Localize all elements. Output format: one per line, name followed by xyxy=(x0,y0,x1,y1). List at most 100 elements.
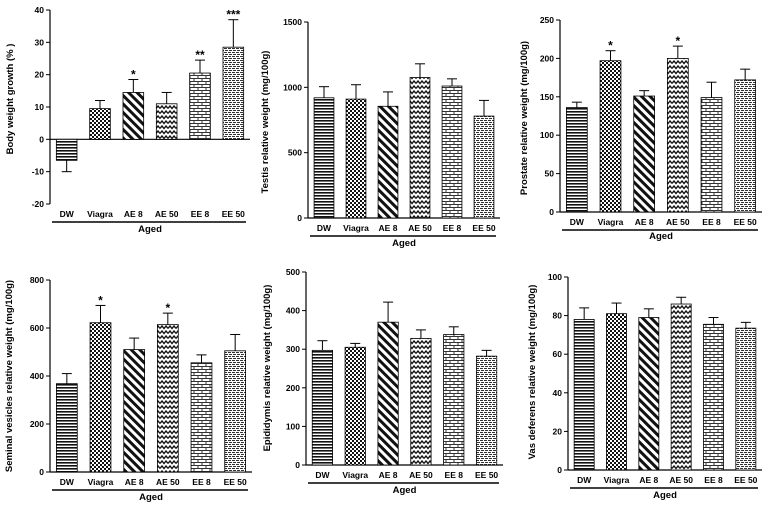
bar xyxy=(666,58,689,213)
bar xyxy=(599,60,622,213)
x-tick-label: AE 8 xyxy=(379,223,398,233)
x-tick-label: EE 8 xyxy=(704,475,723,485)
y-tick-label: 0 xyxy=(549,207,554,217)
y-tick-label: 0 xyxy=(295,460,300,470)
y-tick-label: 40 xyxy=(553,388,563,398)
bar xyxy=(735,327,757,471)
x-tick-label: EE 8 xyxy=(192,477,211,487)
bar xyxy=(633,95,656,213)
y-tick-label: 1000 xyxy=(283,82,302,92)
chart-panel: 0 20 40 60 80 100 DW Viagra AE 8 AE 50 EE 8 EE 50 Ag… xyxy=(527,272,762,501)
y-tick-label: 1500 xyxy=(283,17,302,27)
x-tick-label: Viagra xyxy=(604,475,630,485)
x-tick-label: Viagra xyxy=(343,223,369,233)
x-tick-label: EE 50 xyxy=(224,477,247,487)
bar xyxy=(734,79,757,213)
x-tick-label: AE 8 xyxy=(125,477,144,487)
x-tick-label: EE 8 xyxy=(443,223,462,233)
bar xyxy=(122,92,145,140)
x-tick-label: EE 8 xyxy=(445,470,464,480)
y-tick-label: 100 xyxy=(548,272,562,282)
y-tick-label: 150 xyxy=(540,92,554,102)
x-tick-label: DW xyxy=(570,217,585,227)
y-tick-label: 20 xyxy=(553,426,563,436)
bar xyxy=(670,303,692,471)
x-tick-label: AE 8 xyxy=(379,470,398,480)
bar xyxy=(441,85,463,219)
x-tick-label: AE 8 xyxy=(639,475,658,485)
x-tick-label: EE 50 xyxy=(734,217,757,227)
y-tick-label: 250 xyxy=(540,15,554,25)
bar xyxy=(476,355,498,466)
bar xyxy=(156,324,179,473)
bar xyxy=(473,115,495,219)
y-tick-label: 50 xyxy=(545,169,555,179)
y-tick-label: 600 xyxy=(30,323,44,333)
x-tick-label: AE 50 xyxy=(408,223,432,233)
y-axis-title: Epididymis relative weight (mg/100g) xyxy=(262,285,273,452)
y-tick-label: -10 xyxy=(32,167,45,177)
bar xyxy=(190,362,213,473)
bar xyxy=(55,138,78,161)
x-tick-label: DW xyxy=(315,470,330,480)
bar xyxy=(377,105,399,219)
x-tick-label: AE 50 xyxy=(409,470,433,480)
x-tick-label: EE 50 xyxy=(734,475,757,485)
bar xyxy=(409,77,431,219)
y-tick-label: 300 xyxy=(286,344,300,354)
chart-panel: 0 500 1000 1500 DW Viagra AE 8 AE 50 EE 8 EE 50 Ag… xyxy=(260,17,500,249)
significance-marker: * xyxy=(98,293,103,307)
x-tick-label: DW xyxy=(317,223,332,233)
group-label: Aged xyxy=(649,231,673,242)
bar xyxy=(565,107,588,213)
y-tick-label: 400 xyxy=(30,371,44,381)
significance-marker: *** xyxy=(226,8,240,22)
bar xyxy=(573,319,595,471)
chart-panel: 0 100 200 300 400 500 DW Viagra AE 8 AE 50 EE 8 EE … xyxy=(262,267,503,496)
x-tick-label: DW xyxy=(577,475,592,485)
y-tick-label: 0 xyxy=(297,213,302,223)
x-tick-label: EE 50 xyxy=(472,223,495,233)
significance-marker: * xyxy=(608,39,613,53)
x-tick-label: EE 8 xyxy=(191,209,210,219)
bar xyxy=(700,97,723,213)
chart-panel: -20 -10 0 10 20 30 40 DW Viagra * AE 8 AE 50 ** EE 8 *… xyxy=(5,5,250,235)
x-tick-label: Viagra xyxy=(342,470,368,480)
chart-panel: 0 50 100 150 200 250 DW * Viagra AE 8 * AE 50 EE 8 EE… xyxy=(519,15,762,242)
bar xyxy=(638,317,660,471)
bar xyxy=(311,349,333,466)
x-tick-label: EE 50 xyxy=(475,470,498,480)
bar xyxy=(155,103,178,140)
y-tick-label: 800 xyxy=(30,275,44,285)
group-label: Aged xyxy=(139,492,163,503)
x-tick-label: Viagra xyxy=(87,209,113,219)
bar xyxy=(410,337,432,466)
x-tick-label: EE 50 xyxy=(222,209,245,219)
y-tick-label: 100 xyxy=(540,130,554,140)
bar xyxy=(89,108,111,140)
y-tick-label: 500 xyxy=(288,148,302,158)
bar xyxy=(222,46,245,140)
group-label: Aged xyxy=(392,238,416,249)
y-tick-label: 20 xyxy=(35,70,45,80)
x-tick-label: AE 8 xyxy=(635,217,654,227)
significance-marker: ** xyxy=(195,48,205,62)
y-axis-title: Prostate relative weight (mg/100g) xyxy=(519,41,530,195)
y-tick-label: 200 xyxy=(540,53,554,63)
bar xyxy=(313,97,335,219)
bar xyxy=(224,350,247,473)
x-tick-label: AE 50 xyxy=(669,475,693,485)
significance-marker: * xyxy=(675,34,680,48)
bar xyxy=(344,346,366,466)
y-tick-label: 0 xyxy=(557,465,562,475)
significance-marker: * xyxy=(131,68,136,82)
y-tick-label: 400 xyxy=(286,306,300,316)
y-tick-label: 200 xyxy=(30,419,44,429)
x-tick-label: AE 50 xyxy=(156,477,180,487)
significance-marker: * xyxy=(165,301,170,315)
x-tick-label: EE 8 xyxy=(702,217,721,227)
group-label: Aged xyxy=(138,224,162,235)
bar xyxy=(55,383,78,473)
y-axis-title: Testis relative weight (mg/100g) xyxy=(260,51,271,194)
x-tick-label: DW xyxy=(60,477,75,487)
